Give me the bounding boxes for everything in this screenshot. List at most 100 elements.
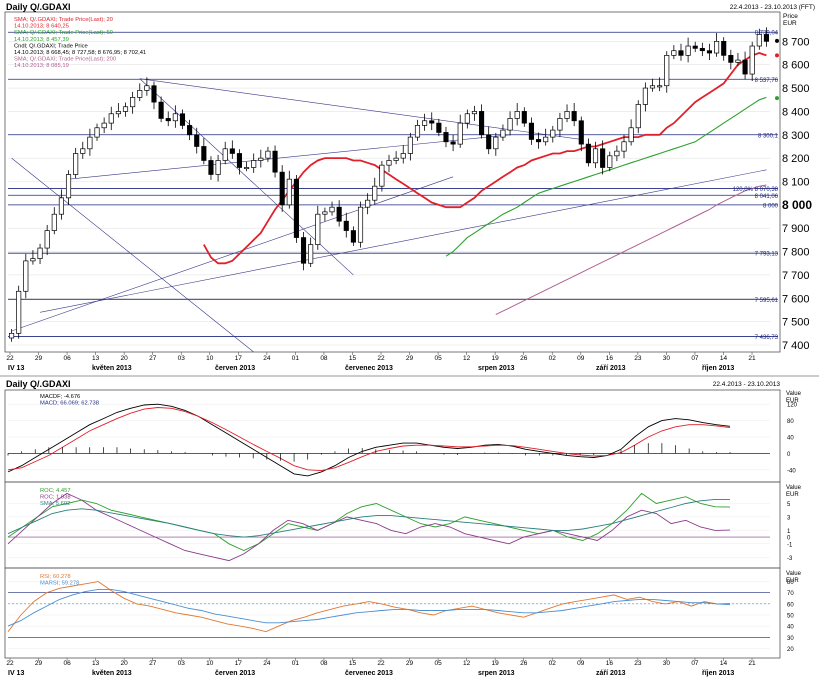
candle-body (108, 113, 114, 124)
candle-body (721, 41, 727, 56)
x-day-label: 12 (463, 660, 471, 667)
candle-body (600, 148, 606, 168)
candle-body (585, 143, 591, 164)
x-day-label: 19 (492, 355, 500, 362)
level-label: 120,0% 8 070,38 (733, 187, 779, 193)
candle-body (144, 85, 150, 91)
candle-body (172, 113, 178, 122)
price-unit-top: Price (783, 13, 798, 20)
x-day-label: 30 (663, 660, 671, 667)
candle-body (621, 141, 627, 152)
price-y-tick-label: 7 400 (782, 340, 810, 352)
candle-body (151, 85, 157, 103)
x-day-label: 13 (92, 660, 100, 667)
x-day-label: 29 (406, 355, 414, 362)
candle-body (628, 127, 634, 143)
x-day-label: 27 (149, 355, 157, 362)
indicator-y-tick-label: -1 (787, 542, 793, 548)
x-month-label: říjen 2013 (702, 365, 734, 372)
x-month-label: srpen 2013 (478, 670, 515, 677)
level-label: 7 436,73 (755, 335, 779, 341)
candle-body (165, 118, 171, 122)
candle-body (65, 174, 72, 199)
indicator-y-tick-label: 0 (787, 536, 791, 542)
candle-body (749, 45, 755, 75)
candle-body (222, 148, 228, 161)
candle-body (649, 85, 656, 89)
x-day-label: 20 (121, 355, 129, 362)
price-y-tick-label: 8 500 (782, 83, 810, 95)
candle-body (500, 129, 506, 138)
candle-body (422, 120, 428, 126)
candle-body (101, 122, 107, 129)
candle-body (208, 160, 214, 175)
indicator-line (7, 407, 731, 472)
indicator-y-tick-label: 60 (787, 602, 794, 608)
indicator-unit-top: Value (786, 571, 802, 577)
x-day-label: 08 (320, 355, 328, 362)
price-y-tick-label: 7 600 (782, 293, 810, 305)
roc-panel-frame (4, 481, 781, 569)
price-y-tick-label: 8 300 (782, 130, 810, 142)
price-y-tick-label: 7 700 (782, 270, 810, 282)
candle-body (578, 120, 584, 145)
price-legend-entry: 14.10.2013; 8 457,39 (14, 37, 69, 43)
candle-body (244, 167, 250, 170)
x-day-label: 19 (492, 660, 500, 667)
x-month-label: září 2013 (596, 365, 626, 372)
indicator-y-tick-label: 120 (787, 403, 798, 409)
x-day-label: 16 (606, 355, 614, 362)
sma50-line (445, 96, 767, 257)
x-month-label: červenec 2013 (345, 670, 393, 677)
candle-body (372, 185, 378, 201)
trendline (39, 169, 767, 313)
x-month-label: IV 13 (8, 670, 24, 677)
candle-body (493, 136, 499, 150)
candle-body (706, 50, 713, 54)
candle-body (315, 213, 321, 245)
x-day-label: 14 (720, 355, 728, 362)
candle-body (550, 129, 556, 138)
x-day-label: 22 (377, 660, 385, 667)
indicator-unit-bottom: EUR (786, 578, 799, 584)
x-day-label: 26 (520, 355, 528, 362)
x-day-label: 03 (178, 355, 186, 362)
candle-body (479, 111, 485, 136)
x-day-label: 07 (691, 660, 699, 667)
indicator-y-tick-label: 30 (787, 636, 794, 642)
x-day-label: 23 (634, 660, 642, 667)
x-month-label: červenec 2013 (345, 365, 393, 372)
indicator-legend-entry: SMA; 5.602 (40, 501, 70, 507)
x-day-label: 29 (35, 355, 43, 362)
x-day-label: 22 (377, 355, 385, 362)
x-month-label: srpen 2013 (478, 365, 515, 372)
x-month-label: září 2013 (596, 670, 626, 677)
price-legend-entry: 14.10.2013; 8 085,19 (14, 63, 69, 69)
candle-body (343, 220, 349, 231)
price-legend-entry: SMA; Q/.GDAXI; Trade Price(Last); 20 (14, 17, 113, 23)
candle-body (130, 97, 136, 108)
candle-body (16, 290, 22, 334)
candle-body (30, 258, 36, 262)
price-y-tick-label: 8 200 (782, 153, 810, 165)
indicator-y-tick-label: 20 (787, 647, 794, 653)
x-day-label: 01 (292, 660, 300, 667)
candle-body (429, 120, 435, 124)
candle-body (457, 122, 463, 145)
candle-body (521, 111, 527, 124)
trendline (11, 157, 254, 353)
candle-body (664, 55, 670, 87)
x-day-label: 24 (263, 355, 271, 362)
indicator-line (7, 588, 731, 627)
x-day-label: 10 (206, 355, 214, 362)
candle-body (436, 122, 442, 133)
candle-body (471, 111, 478, 115)
x-day-label: 29 (406, 660, 414, 667)
candle-body (229, 148, 235, 154)
x-day-label: 21 (748, 660, 756, 667)
candle-body (286, 178, 292, 206)
x-day-label: 02 (549, 355, 557, 362)
indicator-line (7, 581, 731, 633)
candle-body (137, 90, 143, 98)
candle-body (300, 237, 307, 264)
